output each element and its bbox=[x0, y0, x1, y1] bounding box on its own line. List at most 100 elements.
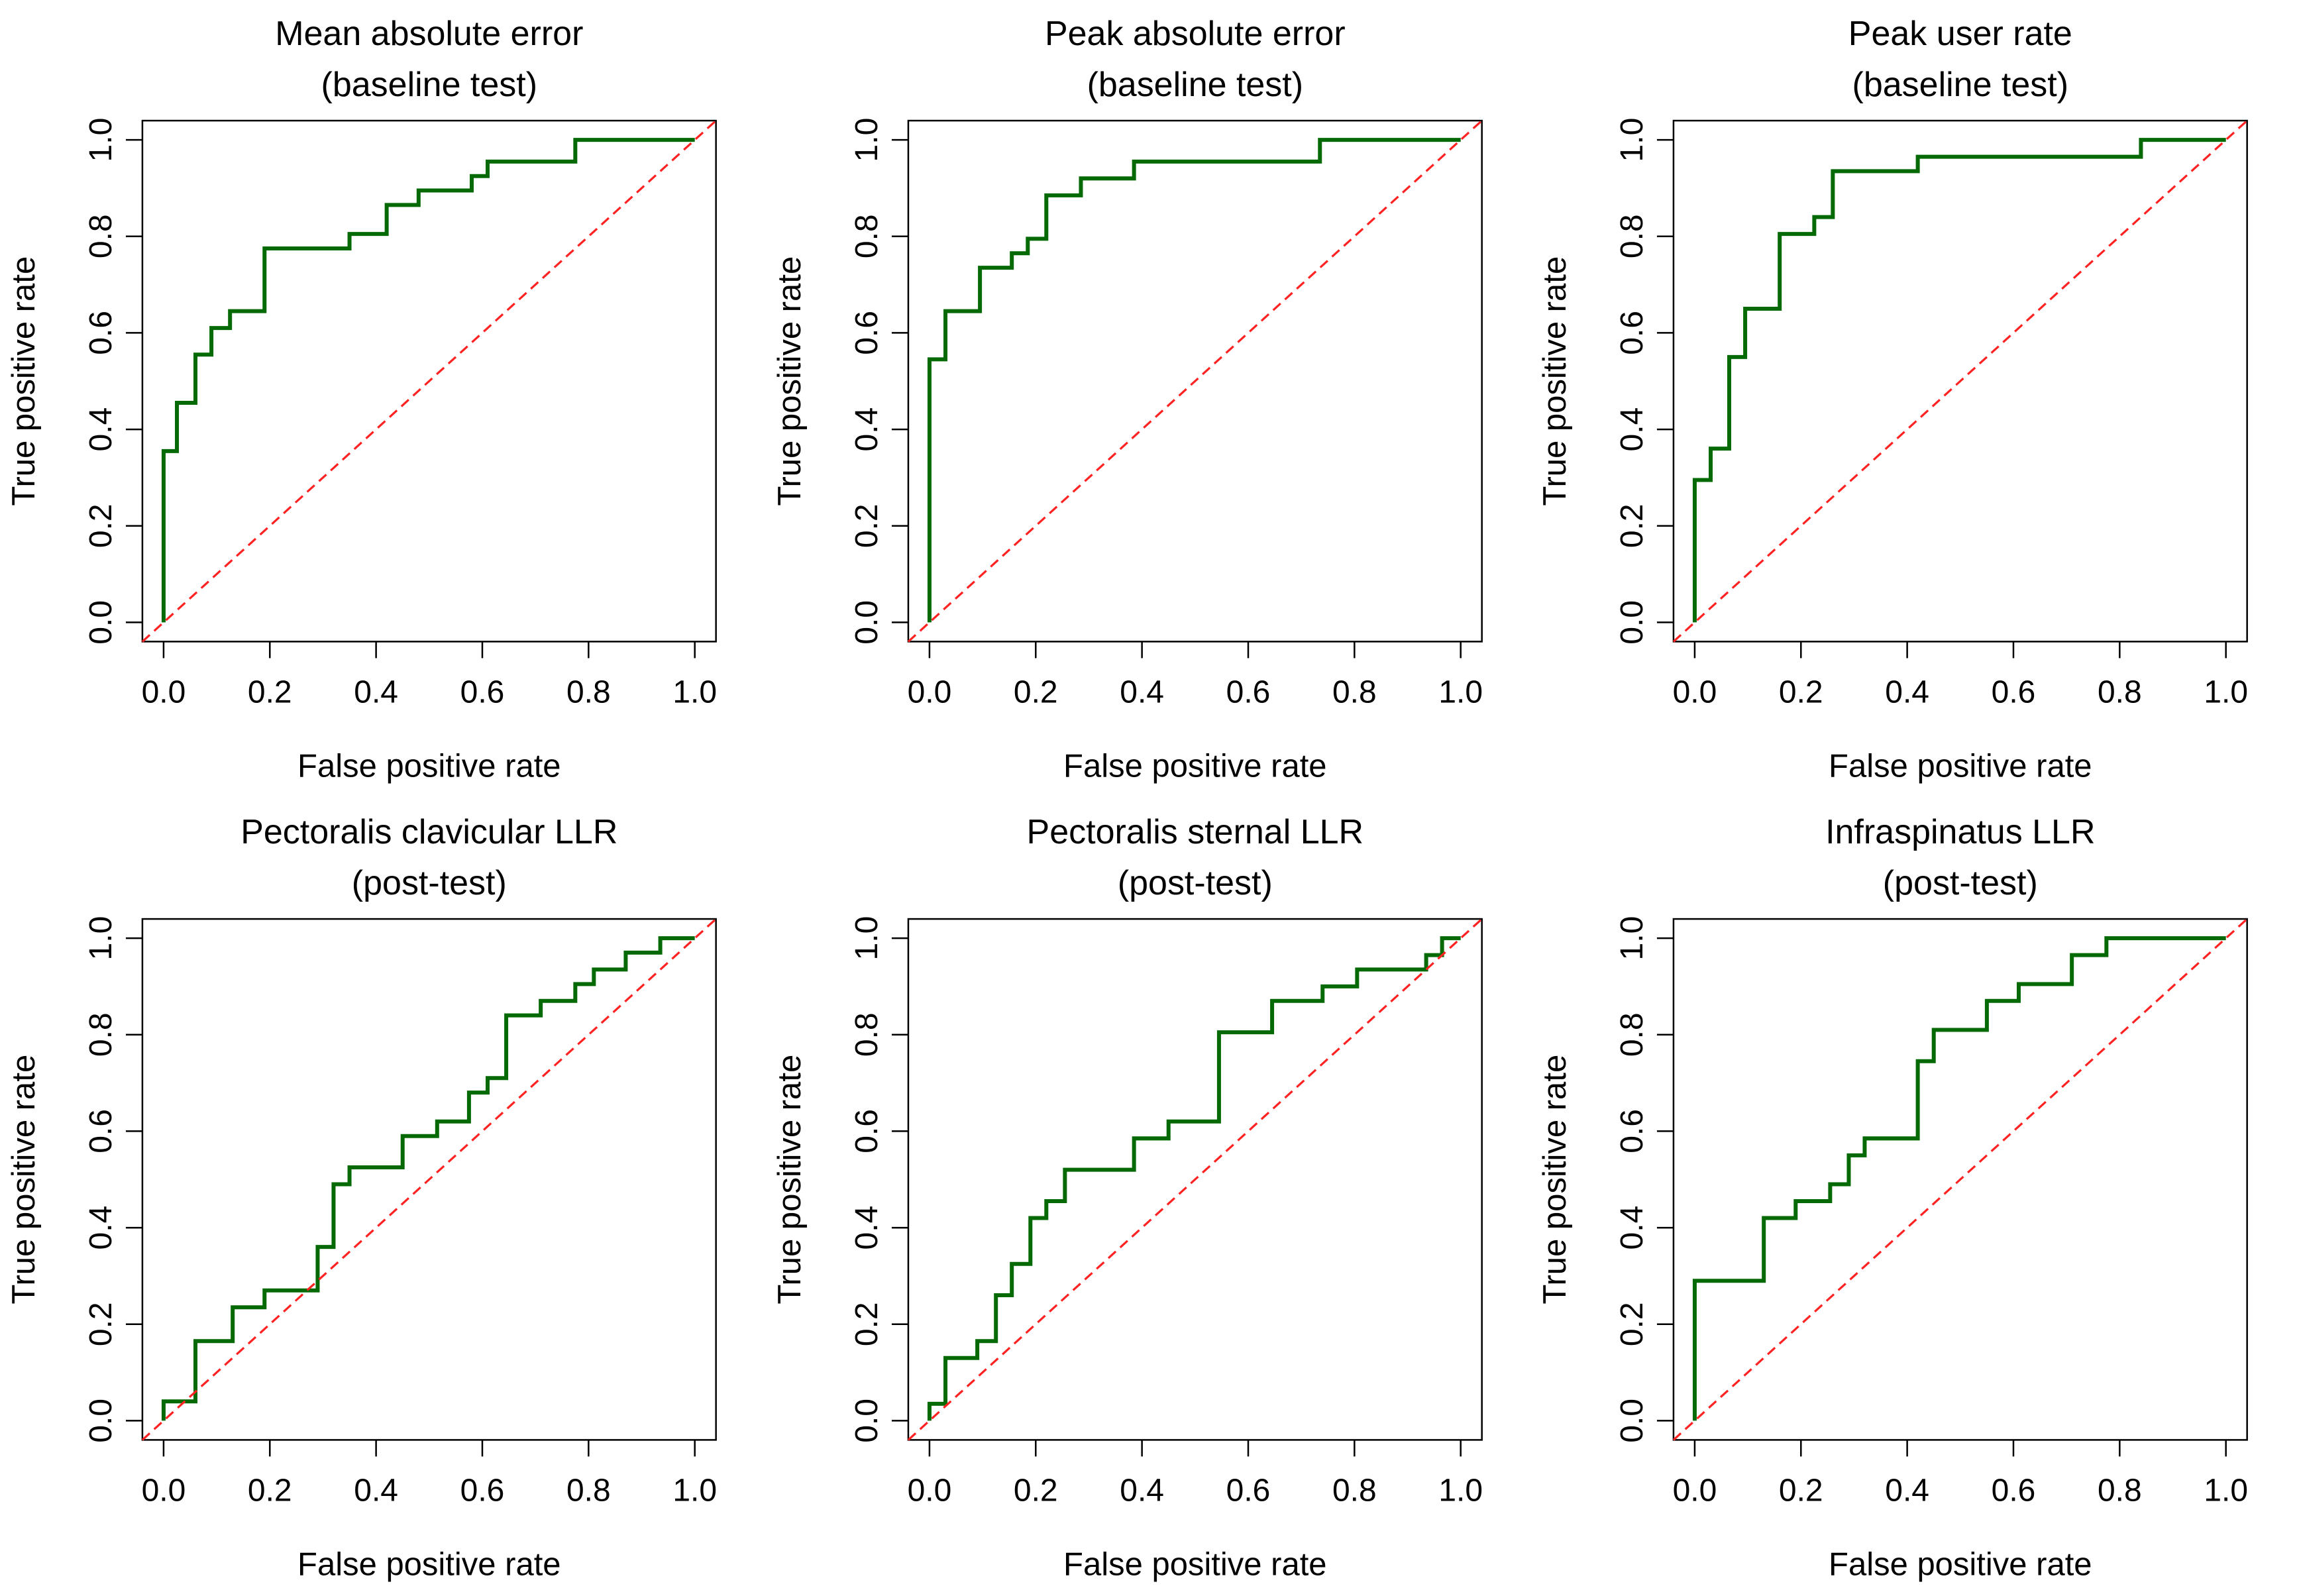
x-tick-label: 0.8 bbox=[2098, 674, 2142, 710]
roc-chart-peak-absolute-error: 0.0 0.2 0.4 0.6 0.8 1.0 0.0 0.2 0.4 0.6 0.8 1.0 Pea… bbox=[766, 0, 1532, 798]
x-tick-label: 0.8 bbox=[566, 1473, 611, 1508]
y-tick-label: 0.6 bbox=[849, 1109, 884, 1153]
chance-diagonal-line bbox=[907, 119, 1483, 643]
x-tick-label: 0.6 bbox=[1992, 1473, 2036, 1508]
roc-step-curve bbox=[927, 935, 1461, 1420]
y-tick-label: 0.8 bbox=[83, 1012, 119, 1057]
y-axis-label: True positive rate bbox=[6, 1054, 42, 1304]
roc-step-curve bbox=[1693, 138, 2227, 623]
chart-title-line2: (baseline test) bbox=[1087, 66, 1303, 104]
roc-chart-pectoralis-sternal-llr: 0.0 0.2 0.4 0.6 0.8 1.0 0.0 0.2 0.4 0.6 0.8 1.0 Pec… bbox=[766, 798, 1532, 1596]
roc-plot-canvas: 0.0 0.2 0.4 0.6 0.8 1.0 0.0 0.2 0.4 0.6 0.8 1.0 Pea… bbox=[1537, 15, 2248, 784]
roc-plot-canvas: 0.0 0.2 0.4 0.6 0.8 1.0 0.0 0.2 0.4 0.6 0.8 1.0 Inf… bbox=[1537, 813, 2248, 1582]
x-axis-label: False positive rate bbox=[1063, 748, 1326, 784]
y-tick-label: 0.4 bbox=[849, 1205, 884, 1250]
y-tick-label: 0.4 bbox=[849, 407, 884, 452]
y-axis-label: True positive rate bbox=[1537, 256, 1573, 506]
y-tick-label: 0.4 bbox=[83, 407, 119, 452]
chart-title-line1: Mean absolute error bbox=[275, 15, 583, 53]
roc-step-curve bbox=[161, 138, 695, 623]
roc-chart-infraspinatus-llr: 0.0 0.2 0.4 0.6 0.8 1.0 0.0 0.2 0.4 0.6 0.8 1.0 Inf… bbox=[1531, 798, 2297, 1596]
chart-title-line1: Pectoralis sternal LLR bbox=[1026, 813, 1363, 851]
chance-diagonal-line bbox=[141, 119, 717, 643]
x-tick-label: 0.2 bbox=[248, 674, 292, 710]
x-tick-label: 0.6 bbox=[460, 674, 505, 710]
y-tick-label: 0.0 bbox=[849, 1399, 884, 1443]
roc-plot-canvas: 0.0 0.2 0.4 0.6 0.8 1.0 0.0 0.2 0.4 0.6 0.8 1.0 Pea… bbox=[772, 15, 1483, 784]
y-tick-label: 0.8 bbox=[849, 214, 884, 258]
y-tick-label: 0.0 bbox=[1615, 1399, 1650, 1443]
plot-frame-and-curves: 0.0 0.2 0.4 0.6 0.8 1.0 0.0 0.2 0.4 0.6 0.8 1.0 bbox=[1615, 118, 2248, 710]
y-tick-label: 1.0 bbox=[1615, 118, 1650, 162]
x-tick-label: 0.4 bbox=[1120, 1473, 1164, 1508]
chart-title-line2: (post-test) bbox=[352, 864, 507, 902]
plot-frame-and-curves: 0.0 0.2 0.4 0.6 0.8 1.0 0.0 0.2 0.4 0.6 0.8 1.0 bbox=[83, 916, 717, 1508]
x-tick-label: 0.2 bbox=[1779, 1473, 1823, 1508]
x-tick-label: 0.8 bbox=[2098, 1473, 2142, 1508]
plot-box bbox=[907, 119, 1483, 643]
roc-step-curve bbox=[1693, 935, 2227, 1420]
chance-diagonal-line bbox=[141, 918, 717, 1441]
x-tick-label: 0.0 bbox=[907, 674, 951, 710]
plot-box bbox=[1673, 119, 2249, 643]
x-tick-label: 1.0 bbox=[1438, 674, 1483, 710]
y-tick-label: 0.8 bbox=[1615, 1012, 1650, 1057]
chart-title-line2: (post-test) bbox=[1117, 864, 1272, 902]
chance-diagonal-line bbox=[907, 918, 1483, 1441]
y-tick-label: 0.4 bbox=[1615, 1205, 1650, 1250]
y-tick-label: 0.2 bbox=[83, 504, 119, 548]
y-tick-label: 0.0 bbox=[849, 600, 884, 645]
chart-title-line1: Infraspinatus LLR bbox=[1825, 813, 2095, 851]
x-tick-label: 0.8 bbox=[566, 674, 611, 710]
x-tick-label: 0.8 bbox=[1332, 1473, 1377, 1508]
roc-chart-pectoralis-clavicular-llr: 0.0 0.2 0.4 0.6 0.8 1.0 0.0 0.2 0.4 0.6 0.8 1.0 Pec… bbox=[0, 798, 766, 1596]
roc-step-curve bbox=[161, 935, 695, 1420]
y-tick-label: 0.8 bbox=[1615, 214, 1650, 258]
x-axis-label: False positive rate bbox=[1063, 1546, 1326, 1582]
chart-title-line2: (baseline test) bbox=[321, 66, 537, 104]
y-tick-label: 0.2 bbox=[849, 1302, 884, 1346]
roc-chart-peak-user-rate: 0.0 0.2 0.4 0.6 0.8 1.0 0.0 0.2 0.4 0.6 0.8 1.0 Pea… bbox=[1531, 0, 2297, 798]
x-tick-label: 0.2 bbox=[248, 1473, 292, 1508]
plot-box bbox=[1673, 918, 2249, 1441]
x-tick-label: 0.4 bbox=[1120, 674, 1164, 710]
chart-title-line1: Pectoralis clavicular LLR bbox=[240, 813, 617, 851]
plot-frame-and-curves: 0.0 0.2 0.4 0.6 0.8 1.0 0.0 0.2 0.4 0.6 0.8 1.0 bbox=[849, 916, 1483, 1508]
plot-box bbox=[907, 918, 1483, 1441]
y-tick-label: 0.4 bbox=[83, 1205, 119, 1250]
plot-box bbox=[141, 119, 717, 643]
x-tick-label: 1.0 bbox=[2204, 1473, 2249, 1508]
chance-diagonal-line bbox=[1673, 918, 2249, 1441]
x-tick-label: 1.0 bbox=[1438, 1473, 1483, 1508]
x-tick-label: 0.0 bbox=[1673, 1473, 1717, 1508]
plot-frame-and-curves: 0.0 0.2 0.4 0.6 0.8 1.0 0.0 0.2 0.4 0.6 0.8 1.0 bbox=[1615, 916, 2248, 1508]
x-axis-label: False positive rate bbox=[297, 748, 561, 784]
y-tick-label: 0.6 bbox=[849, 311, 884, 355]
y-axis-label: True positive rate bbox=[6, 256, 42, 506]
y-tick-label: 0.6 bbox=[1615, 311, 1650, 355]
x-tick-label: 0.2 bbox=[1779, 674, 1823, 710]
roc-plot-canvas: 0.0 0.2 0.4 0.6 0.8 1.0 0.0 0.2 0.4 0.6 0.8 1.0 Pec… bbox=[772, 813, 1483, 1582]
x-tick-label: 1.0 bbox=[2204, 674, 2249, 710]
roc-step-curve bbox=[927, 138, 1461, 623]
x-tick-label: 0.2 bbox=[1014, 674, 1058, 710]
y-tick-label: 0.4 bbox=[1615, 407, 1650, 452]
plot-box bbox=[141, 918, 717, 1441]
x-tick-label: 0.4 bbox=[1886, 674, 1930, 710]
x-tick-label: 0.0 bbox=[142, 674, 186, 710]
y-tick-label: 1.0 bbox=[83, 118, 119, 162]
x-tick-label: 0.4 bbox=[354, 674, 398, 710]
x-tick-label: 0.4 bbox=[1886, 1473, 1930, 1508]
y-tick-label: 0.2 bbox=[83, 1302, 119, 1346]
y-tick-label: 1.0 bbox=[1615, 916, 1650, 960]
y-tick-label: 1.0 bbox=[849, 118, 884, 162]
y-tick-label: 0.6 bbox=[83, 1109, 119, 1153]
chance-diagonal-line bbox=[1673, 119, 2249, 643]
chart-title-line1: Peak user rate bbox=[1848, 15, 2072, 53]
y-tick-label: 0.0 bbox=[83, 600, 119, 645]
y-tick-label: 0.2 bbox=[1615, 504, 1650, 548]
chart-title-line1: Peak absolute error bbox=[1045, 15, 1346, 53]
x-tick-label: 0.6 bbox=[1226, 1473, 1270, 1508]
chart-title-line2: (baseline test) bbox=[1852, 66, 2068, 104]
